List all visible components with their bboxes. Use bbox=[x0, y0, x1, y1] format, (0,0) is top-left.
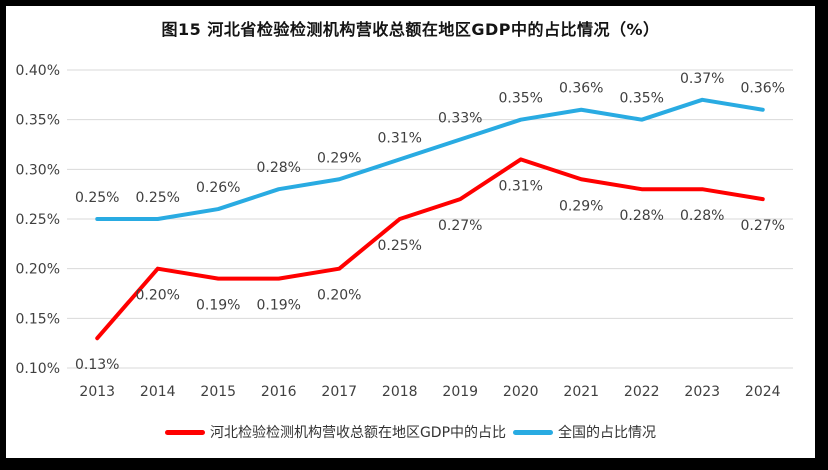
series-line-national bbox=[95, 97, 765, 221]
chart-canvas: 图15 河北省检验检测机构营收总额在地区GDP中的占比情况（%） 0.10% 0.… bbox=[6, 6, 815, 458]
x-axis-tick-label: 2015 bbox=[200, 384, 236, 400]
y-axis-tick-label: 0.30% bbox=[16, 162, 60, 178]
x-axis-tick-label: 2013 bbox=[79, 384, 115, 400]
x-axis-tick-label: 2021 bbox=[563, 384, 599, 400]
data-label: 0.25% bbox=[378, 238, 422, 254]
legend-swatch-hebei-line bbox=[164, 429, 205, 435]
data-label: 0.37% bbox=[680, 71, 724, 87]
y-axis-tick-label: 0.20% bbox=[16, 262, 60, 278]
x-axis-tick-label: 2020 bbox=[503, 384, 539, 400]
x-axis-tick-label: 2019 bbox=[442, 384, 478, 400]
data-label: 0.20% bbox=[317, 288, 361, 304]
data-label: 0.25% bbox=[136, 190, 180, 206]
legend: 河北检验检测机构营收总额在地区GDP中的占比 全国的占比情况 bbox=[6, 422, 815, 442]
y-axis-tick-label: 0.35% bbox=[16, 113, 60, 129]
x-axis-tick-label: 2016 bbox=[261, 384, 297, 400]
legend-label-national: 全国的占比情况 bbox=[558, 425, 657, 441]
data-label: 0.36% bbox=[741, 81, 785, 97]
x-axis-tick-label: 2018 bbox=[382, 384, 418, 400]
x-axis-tick-label: 2014 bbox=[140, 384, 176, 400]
data-label: 0.35% bbox=[499, 91, 543, 107]
data-label: 0.20% bbox=[136, 288, 180, 304]
legend-item-hebei: 河北检验检测机构营收总额在地区GDP中的占比 bbox=[164, 422, 507, 442]
chart-title: 图15 河北省检验检测机构营收总额在地区GDP中的占比情况（%） bbox=[161, 20, 660, 39]
data-label: 0.28% bbox=[257, 160, 301, 176]
y-axis-tick-label: 0.25% bbox=[16, 212, 60, 228]
data-label: 0.36% bbox=[559, 81, 603, 97]
legend-swatch-national-line bbox=[513, 429, 554, 435]
data-label: 0.35% bbox=[620, 91, 664, 107]
legend-item-national: 全国的占比情况 bbox=[513, 422, 656, 442]
y-axis-tick-label: 0.10% bbox=[16, 361, 60, 377]
data-label: 0.27% bbox=[438, 218, 482, 234]
y-axis-tick-label: 0.15% bbox=[16, 311, 60, 327]
data-label: 0.33% bbox=[438, 111, 482, 127]
data-label: 0.25% bbox=[75, 190, 119, 206]
line-chart: 0.10% 0.15% 0.20% 0.25% 0.30% 0.35% 0.40% 2013 2… bbox=[16, 63, 793, 400]
y-axis-tick-label: 0.40% bbox=[16, 63, 60, 79]
data-label: 0.29% bbox=[559, 198, 603, 214]
data-label: 0.28% bbox=[620, 208, 664, 224]
x-axis-tick-label: 2017 bbox=[321, 384, 357, 400]
data-label: 0.13% bbox=[75, 357, 119, 373]
series-line-hebei bbox=[95, 157, 765, 341]
data-label: 0.26% bbox=[196, 180, 240, 196]
x-axis-tick-label: 2022 bbox=[624, 384, 660, 400]
data-label: 0.31% bbox=[378, 130, 422, 146]
legend-label-hebei: 河北检验检测机构营收总额在地区GDP中的占比 bbox=[209, 425, 507, 441]
data-label: 0.19% bbox=[257, 298, 301, 314]
x-axis-tick-label: 2023 bbox=[684, 384, 720, 400]
data-label: 0.19% bbox=[196, 298, 240, 314]
data-label: 0.27% bbox=[741, 218, 785, 234]
x-axis-tick-label: 2024 bbox=[745, 384, 781, 400]
data-label: 0.31% bbox=[499, 178, 543, 194]
data-label: 0.29% bbox=[317, 150, 361, 166]
data-label: 0.28% bbox=[680, 208, 724, 224]
